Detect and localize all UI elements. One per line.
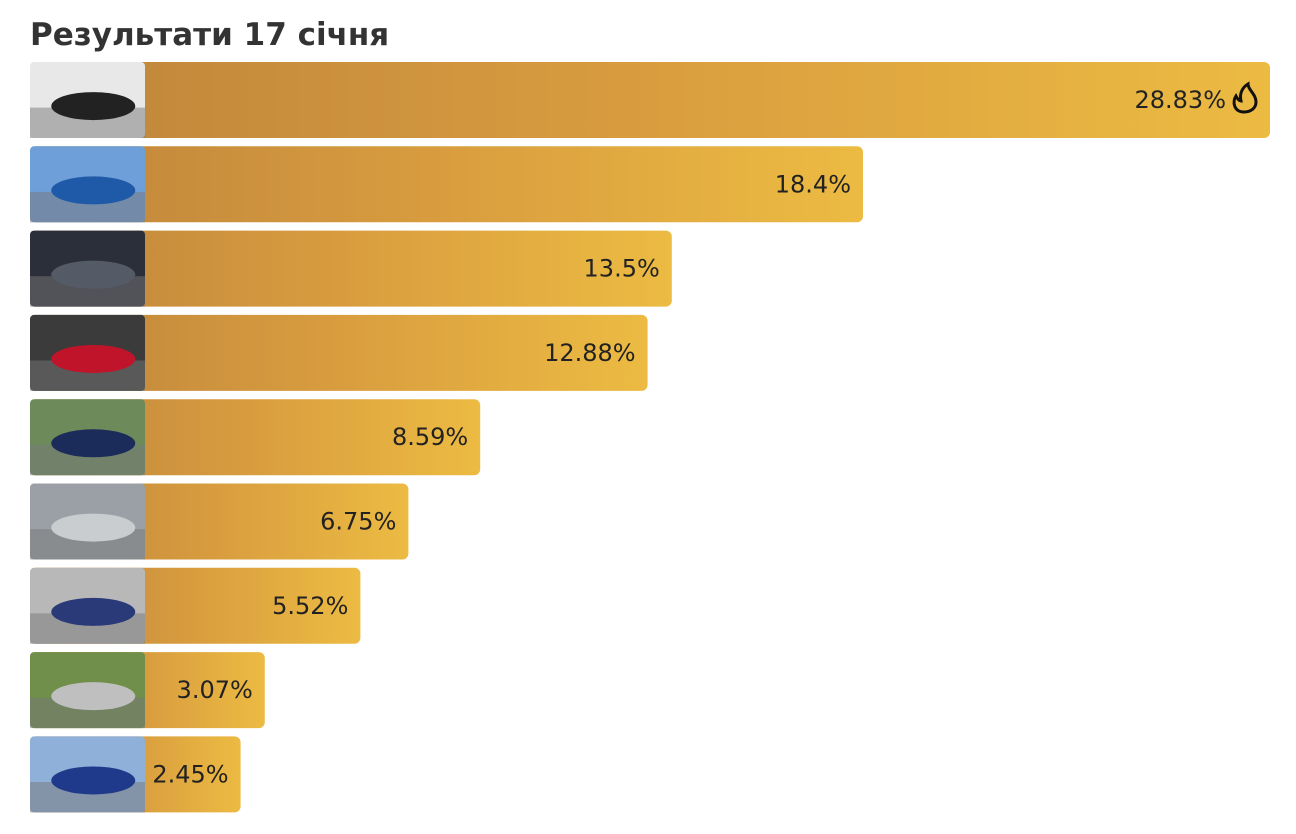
value-label: 8.59% [392,423,468,451]
car-photo-car [51,513,136,542]
car-photo-car [51,176,136,205]
value-label: 3.07% [177,676,253,704]
value-label: 12.88% [544,339,636,367]
value-label: 18.4% [775,170,851,198]
bar [30,314,648,391]
car-photo-car [51,344,136,373]
value-label: 13.5% [584,255,660,283]
car-photo-car [51,766,136,795]
value-label: 2.45% [152,760,228,788]
car-photo-car [51,597,136,626]
car-photo-car [51,682,136,711]
car-photo-car [51,260,136,289]
chart-title: Результати 17 січня [30,17,389,53]
car-photo-car [51,429,136,458]
car-photo-car [51,92,136,121]
bar [30,230,672,307]
value-label: 28.83% [1134,86,1226,114]
bar [30,62,1270,138]
fire-icon [1232,81,1258,114]
value-label: 5.52% [272,592,348,620]
value-label: 6.75% [320,508,396,536]
bar [30,146,864,223]
